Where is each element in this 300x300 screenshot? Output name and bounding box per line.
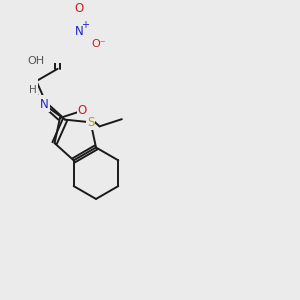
Text: O: O xyxy=(38,96,47,109)
Text: N: N xyxy=(40,98,49,111)
Text: O⁻: O⁻ xyxy=(92,39,106,49)
Text: H: H xyxy=(29,85,37,95)
Text: N: N xyxy=(74,26,83,38)
Text: O: O xyxy=(74,2,83,15)
Text: O: O xyxy=(78,104,87,117)
Text: S: S xyxy=(87,116,94,129)
Text: +: + xyxy=(81,20,89,30)
Text: OH: OH xyxy=(28,56,45,66)
